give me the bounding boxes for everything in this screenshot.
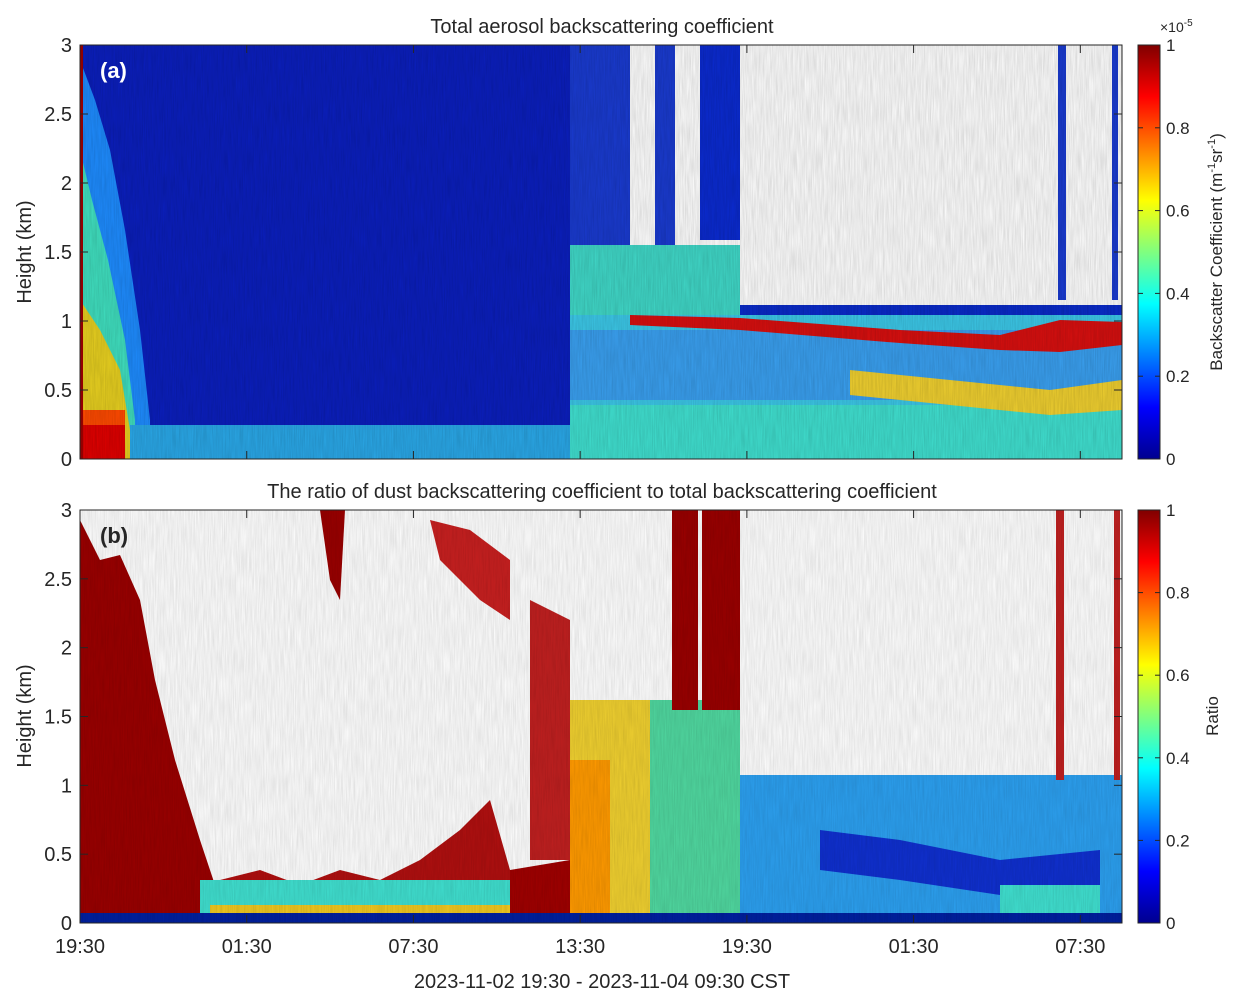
- panel-a-y-tick-label: 2: [61, 173, 72, 195]
- panel-b-x-tick-label: 01:30: [889, 936, 939, 958]
- panel-b-x-tick-label: 07:30: [1055, 936, 1105, 958]
- panel-b-y-tick-label: 1: [61, 775, 72, 797]
- panel-a-y-tick-label: 1.5: [44, 242, 72, 264]
- panel-b-x-tick-label: 19:30: [722, 936, 772, 958]
- svg-text:×10-5: ×10-5: [1160, 18, 1193, 35]
- panel-a-colorbar-scale-base: ×10: [1160, 19, 1184, 35]
- colorbar-tick-label: 0.2: [1166, 831, 1190, 850]
- panel-a-label: (a): [100, 58, 127, 83]
- panel-a-colorbar: 0 0.2 0.4 0.6 0.8 1 ×10-5 Backscatter Coeffic…: [1137, 18, 1226, 469]
- panel-a-y-tick-label: 3: [61, 35, 72, 57]
- panel-b-y-tick-label: 2: [61, 638, 72, 660]
- panel-b-x-tick-label: 07:30: [388, 936, 438, 958]
- panel-a-colorbar-scale-exp: -5: [1184, 18, 1193, 29]
- panel-b-colorbar: 0 0.2 0.4 0.6 0.8 1 Ratio: [1137, 501, 1222, 933]
- colorbar-tick-label: 0.8: [1166, 584, 1190, 603]
- panel-b-y-tick-label: 0.5: [44, 844, 72, 866]
- panel-a-y-axis: 0 0.5 1 1.5 2 2.5 3: [44, 35, 1122, 471]
- panel-a: Total aerosol backscattering coefficient: [14, 16, 1226, 471]
- panel-a-x-axis: [79, 45, 1081, 459]
- panel-b-ylabel: Height (km): [14, 664, 36, 767]
- panel-a-y-tick-label: 0.5: [44, 380, 72, 402]
- colorbar-tick-label: 1: [1166, 36, 1175, 55]
- colorbar-tick-label: 0.6: [1166, 666, 1190, 685]
- panel-b-x-tick-label: 01:30: [222, 936, 272, 958]
- panel-b-y-tick-label: 0: [61, 913, 72, 935]
- panel-b: The ratio of dust backscattering coeffic…: [14, 481, 1222, 958]
- panel-b-heatmap: [80, 510, 1122, 923]
- colorbar-tick-label: 0.4: [1166, 749, 1190, 768]
- colorbar-tick-label: 1: [1166, 501, 1175, 520]
- panel-a-heatmap: [80, 45, 1122, 459]
- panel-b-y-axis: 0 0.5 1 1.5 2 2.5 3: [44, 500, 1122, 935]
- panel-a-y-tick-label: 1: [61, 311, 72, 333]
- panel-a-title: Total aerosol backscattering coefficient: [430, 16, 774, 38]
- colorbar-tick-label: 0.2: [1166, 367, 1190, 386]
- panel-b-x-tick-label: 19:30: [55, 936, 105, 958]
- colorbar-tick-label: 0: [1166, 450, 1175, 469]
- panel-b-y-tick-label: 1.5: [44, 707, 72, 729]
- panel-b-colorbar-label: Ratio: [1203, 696, 1222, 736]
- colorbar-tick-label: 0.4: [1166, 284, 1190, 303]
- panel-b-y-tick-label: 2.5: [44, 569, 72, 591]
- panel-b-x-axis: 19:30 01:30 07:30 13:30 19:30 01:30 07:30: [55, 510, 1105, 958]
- colorbar-tick-label: 0: [1166, 914, 1175, 933]
- panel-a-colorbar-label: Backscatter Coefficient (m-1sr-1): [1206, 133, 1226, 371]
- figure-xlabel: 2023-11-02 19:30 - 2023-11-04 09:30 CST: [414, 971, 790, 993]
- panel-b-y-tick-label: 3: [61, 500, 72, 522]
- panel-b-x-tick-label: 13:30: [555, 936, 605, 958]
- panel-a-ylabel: Height (km): [14, 200, 36, 303]
- colorbar-tick-label: 0.6: [1166, 202, 1190, 221]
- panel-b-title: The ratio of dust backscattering coeffic…: [267, 481, 937, 503]
- panel-a-y-tick-label: 0: [61, 449, 72, 471]
- panel-a-y-tick-label: 2.5: [44, 104, 72, 126]
- colorbar-tick-label: 0.8: [1166, 119, 1190, 138]
- panel-b-label: (b): [100, 523, 128, 548]
